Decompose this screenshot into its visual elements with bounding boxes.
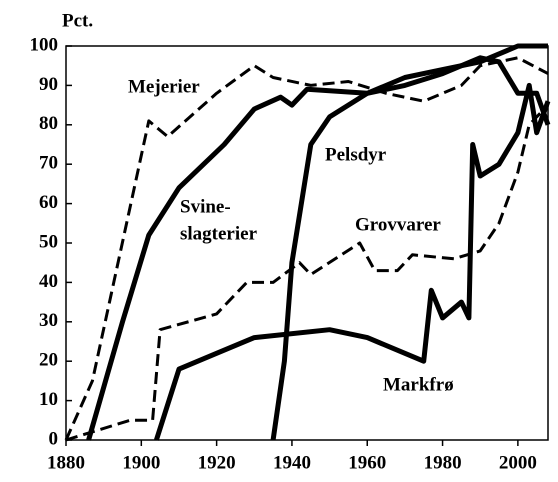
y-tick-label: 50 bbox=[39, 231, 58, 252]
annotation: Mejerier bbox=[128, 76, 200, 97]
y-tick-label: 100 bbox=[30, 34, 59, 55]
y-tick-label: 20 bbox=[39, 350, 58, 371]
y-axis-label: Pct. bbox=[62, 10, 93, 31]
annotation: Markfrø bbox=[383, 374, 454, 395]
series-line bbox=[154, 82, 551, 441]
annotation: slagterier bbox=[180, 223, 258, 244]
y-tick-label: 10 bbox=[39, 389, 58, 410]
series-line bbox=[86, 43, 548, 441]
y-tick-label: 90 bbox=[39, 74, 58, 95]
annotation: Svine- bbox=[180, 196, 231, 217]
series-line bbox=[64, 56, 549, 441]
plot-frame bbox=[65, 45, 549, 441]
y-tick-label: 0 bbox=[49, 428, 59, 449]
x-tick-label: 1980 bbox=[424, 452, 462, 473]
annotation: Pelsdyr bbox=[325, 144, 387, 165]
y-tick-label: 80 bbox=[39, 113, 58, 134]
x-tick-label: 2000 bbox=[499, 452, 537, 473]
y-tick-label: 30 bbox=[39, 310, 58, 331]
series-line bbox=[65, 104, 550, 442]
y-tick-label: 40 bbox=[39, 271, 58, 292]
x-tick-label: 1900 bbox=[122, 452, 160, 473]
x-tick-label: 1920 bbox=[198, 452, 236, 473]
y-tick-label: 70 bbox=[39, 153, 58, 174]
annotation: Grovvarer bbox=[355, 214, 441, 235]
series-line bbox=[270, 55, 551, 441]
x-tick-label: 1960 bbox=[348, 452, 386, 473]
x-tick-label: 1880 bbox=[47, 452, 85, 473]
x-tick-label: 1940 bbox=[273, 452, 311, 473]
y-tick-label: 60 bbox=[39, 192, 58, 213]
